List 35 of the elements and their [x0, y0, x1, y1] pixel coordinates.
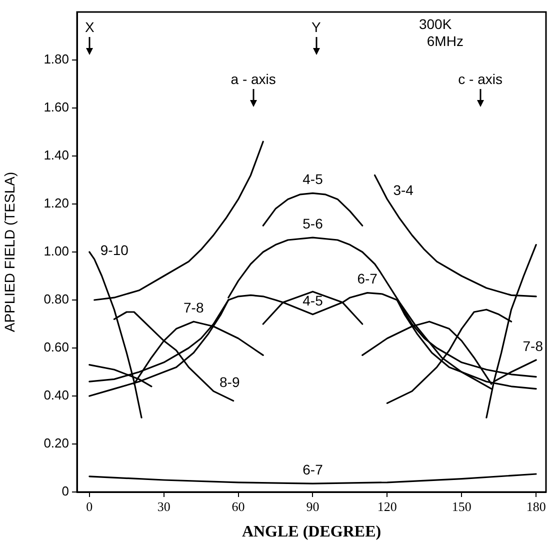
x-tick-label: 150: [452, 499, 472, 514]
x-tick-label: 90: [306, 499, 320, 514]
annotation: 7-8: [184, 299, 204, 316]
annotation: 9-10: [100, 242, 129, 258]
annotation: 3-4: [393, 182, 414, 198]
y-tick-label: 0.60: [44, 340, 69, 355]
y-tick-label: 1.80: [44, 52, 69, 67]
x-tick-label: 60: [232, 499, 245, 514]
y-tick-label: 1.40: [44, 148, 69, 163]
annotation: 300K: [418, 16, 452, 32]
annotation: 6-7: [302, 461, 324, 478]
annotation: 5-6: [302, 215, 324, 232]
x-axis-title: ANGLE (DEGREE): [242, 524, 382, 541]
annotation: 7-8: [522, 338, 544, 354]
annotation: 6-7: [357, 270, 378, 287]
y-tick-label: 0.40: [44, 388, 69, 403]
x-tick-label: 180: [526, 499, 546, 514]
annotation: 4-5: [302, 171, 324, 188]
annotation: 4-5: [302, 292, 324, 308]
y-tick-label: 0.80: [44, 292, 69, 307]
annotation: X: [84, 18, 95, 35]
x-tick-label: 30: [157, 499, 170, 514]
annotation: c - axis: [458, 70, 503, 87]
y-tick-label: 0.20: [44, 436, 69, 451]
y-tick-label: 0: [62, 484, 69, 499]
x-tick-label: 120: [377, 499, 397, 514]
annotation: Y: [312, 18, 322, 35]
y-axis-title: APPLIED FIELD (TESLA): [1, 172, 18, 332]
annotation: 6MHz: [426, 32, 464, 49]
annotation: a - axis: [230, 70, 276, 87]
y-tick-label: 1.60: [44, 100, 69, 115]
x-tick-label: 0: [86, 499, 93, 514]
annotation: 8-9: [219, 374, 240, 390]
y-tick-label: 1.00: [44, 244, 69, 259]
y-tick-label: 1.20: [44, 196, 69, 211]
